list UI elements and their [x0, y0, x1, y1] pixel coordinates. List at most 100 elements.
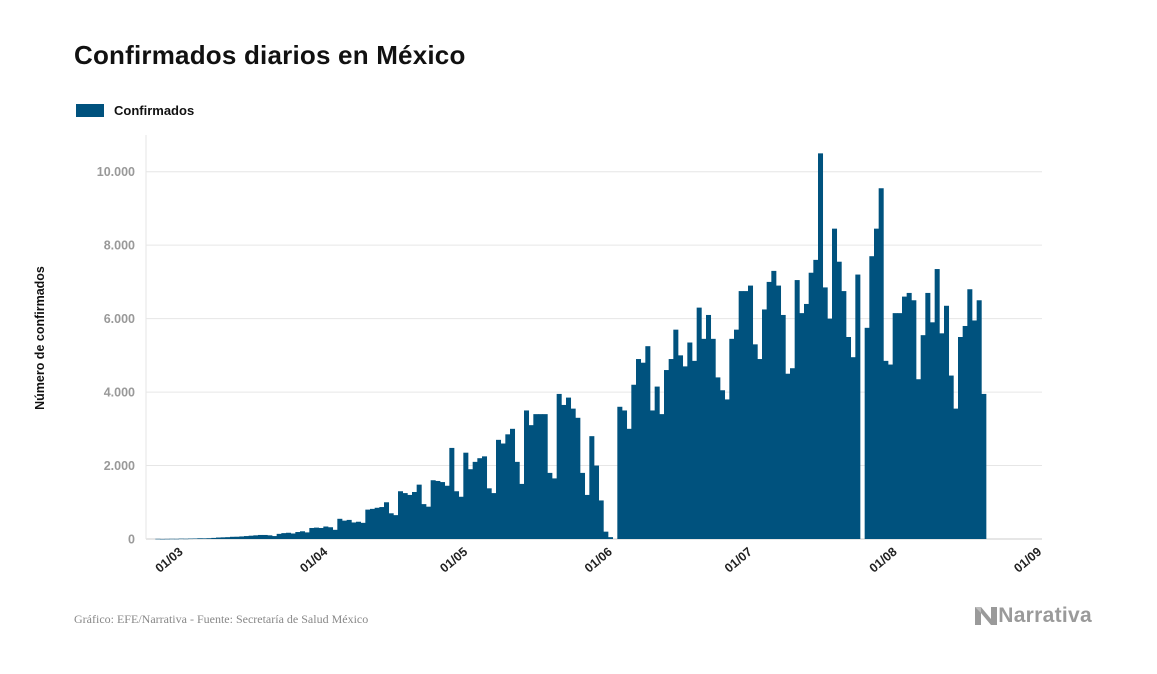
bar	[290, 533, 296, 539]
bar	[944, 305, 950, 539]
bar	[580, 472, 586, 539]
bar	[332, 529, 338, 539]
x-tick-label: 01/06	[582, 545, 615, 576]
bar	[813, 259, 819, 539]
bar	[239, 536, 245, 539]
bar	[538, 414, 544, 539]
bar	[379, 507, 385, 539]
bar	[794, 280, 800, 539]
bar	[533, 414, 539, 539]
bar	[841, 291, 847, 539]
bar	[514, 461, 520, 539]
bar	[304, 532, 310, 539]
bar	[972, 320, 978, 539]
bar	[192, 538, 198, 539]
bar	[939, 333, 945, 539]
bar	[785, 373, 791, 539]
bar	[267, 535, 273, 539]
bar	[463, 452, 469, 539]
bar	[262, 534, 268, 539]
x-tick-label: 01/09	[1011, 545, 1044, 576]
bar	[220, 537, 226, 539]
bar	[160, 538, 166, 540]
bar	[752, 344, 758, 539]
bar	[967, 289, 973, 539]
bar	[206, 538, 212, 539]
bar	[388, 513, 394, 539]
bar	[864, 327, 870, 539]
bar	[640, 362, 646, 539]
bar	[230, 536, 236, 539]
legend: Confirmados	[76, 103, 194, 118]
bar	[734, 329, 740, 539]
bar	[636, 359, 642, 539]
bar	[757, 359, 763, 539]
bar	[482, 456, 488, 539]
bar	[930, 322, 936, 539]
bar	[790, 368, 796, 539]
bar	[654, 386, 660, 539]
bar	[682, 366, 688, 539]
bar	[318, 527, 324, 539]
bar	[360, 522, 366, 539]
bar	[510, 428, 516, 539]
bar	[743, 291, 749, 539]
bar	[519, 483, 525, 539]
bar	[822, 287, 828, 539]
bar	[836, 261, 842, 539]
bar	[500, 443, 506, 539]
bar	[948, 375, 954, 539]
bar	[356, 521, 362, 539]
bar	[720, 390, 726, 539]
bar	[155, 538, 161, 540]
bar	[850, 357, 856, 539]
bar	[412, 491, 418, 539]
bar	[981, 393, 987, 539]
bar	[748, 285, 754, 539]
bar	[598, 500, 604, 539]
bar	[183, 538, 189, 540]
bar	[286, 532, 292, 539]
bar	[202, 538, 208, 539]
bar	[566, 397, 572, 539]
bar	[309, 527, 315, 539]
bar	[421, 504, 427, 539]
bar	[547, 472, 553, 539]
legend-label: Confirmados	[114, 103, 195, 118]
bar	[808, 272, 814, 539]
bar	[216, 537, 222, 539]
bar	[650, 410, 656, 539]
bar	[178, 538, 184, 540]
bar	[402, 493, 408, 539]
bar	[430, 480, 436, 539]
bar	[486, 488, 492, 539]
bar	[444, 485, 450, 539]
brand-logo: Narrativa	[974, 604, 1092, 628]
bar	[832, 228, 838, 539]
bar	[715, 377, 721, 539]
bar	[962, 325, 968, 539]
bar	[878, 188, 884, 539]
bar	[934, 269, 940, 539]
bar	[374, 507, 380, 539]
bar	[407, 494, 413, 539]
bar	[575, 417, 581, 539]
bar	[888, 364, 894, 539]
bar	[472, 461, 478, 539]
bar	[491, 493, 497, 539]
bar	[248, 535, 254, 539]
bar	[645, 346, 651, 539]
bar	[664, 370, 670, 539]
y-tick-label: 0	[128, 533, 135, 547]
bar	[188, 538, 194, 540]
bar	[902, 296, 908, 539]
bar	[953, 408, 959, 539]
bar	[631, 384, 637, 539]
bar	[818, 153, 824, 540]
bar	[916, 379, 922, 539]
bar	[771, 270, 777, 539]
bar	[729, 338, 735, 539]
bar	[346, 519, 352, 539]
bar	[505, 434, 511, 539]
